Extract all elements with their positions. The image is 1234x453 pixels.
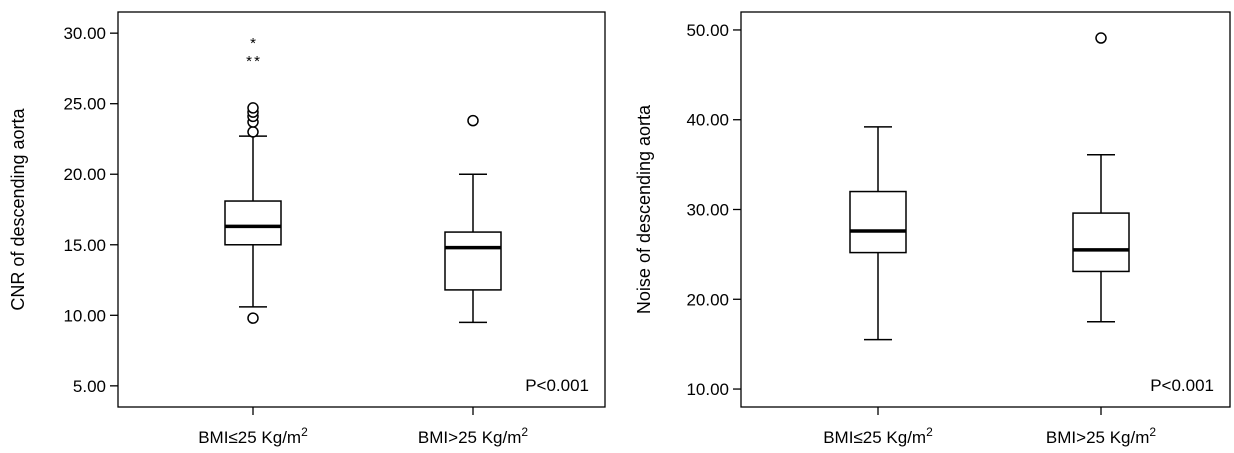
- extreme-point: *: [246, 53, 252, 70]
- outlier-point: [247, 126, 259, 138]
- outlier-point: [467, 114, 479, 127]
- iqr-box: [849, 190, 907, 254]
- outlier-point: [247, 102, 259, 114]
- y-tick-label: 10.00: [63, 306, 106, 325]
- iqr-box: [1072, 212, 1130, 273]
- iqr-box: [224, 200, 282, 246]
- category-label: BMI>25 Kg/m2: [418, 425, 528, 447]
- y-tick-label: 50.00: [686, 21, 729, 40]
- y-tick-label: 40.00: [686, 111, 729, 130]
- chart-panel-2: 10.00 20.00 30.00 40.00 50.00 Noise of descen…: [634, 11, 1231, 447]
- y-tick-label: 25.00: [63, 95, 106, 114]
- extreme-point: *: [254, 53, 260, 70]
- category-label: BMI>25 Kg/m2: [1046, 425, 1156, 447]
- y-tick-label: 30.00: [63, 24, 106, 43]
- y-tick-label: 20.00: [686, 290, 729, 309]
- y-tick-label: 5.00: [73, 377, 106, 396]
- chart-panel-1: 5.00 10.00 15.00 20.00 25.00 30.00 CNR of desc…: [8, 11, 606, 447]
- extreme-point: *: [250, 35, 256, 52]
- y-tick-label: 10.00: [686, 380, 729, 399]
- y-axis-title: CNR of descending aorta: [8, 107, 28, 310]
- outlier-point: [247, 312, 259, 324]
- category-label: BMI≤25 Kg/m2: [823, 425, 933, 447]
- y-tick-label: 30.00: [686, 201, 729, 220]
- y-tick-label: 20.00: [63, 165, 106, 184]
- category-label: BMI≤25 Kg/m2: [198, 425, 308, 447]
- p-value-annotation: P<0.001: [525, 376, 589, 395]
- outlier-point: [1095, 32, 1107, 44]
- box-group-1: BMI≤25 Kg/m2: [823, 126, 933, 447]
- plot-frame: [740, 11, 1231, 408]
- box-group-1: BMI≤25 Kg/m2 * **: [198, 35, 308, 447]
- y-axis-title: Noise of descending aorta: [634, 104, 654, 314]
- box-group-2: BMI>25 Kg/m2: [1046, 32, 1156, 447]
- iqr-box: [444, 231, 502, 291]
- y-tick-label: 15.00: [63, 236, 106, 255]
- p-value-annotation: P<0.001: [1150, 376, 1214, 395]
- box-group-2: BMI>25 Kg/m2: [418, 114, 528, 447]
- plot-frame: [117, 11, 606, 408]
